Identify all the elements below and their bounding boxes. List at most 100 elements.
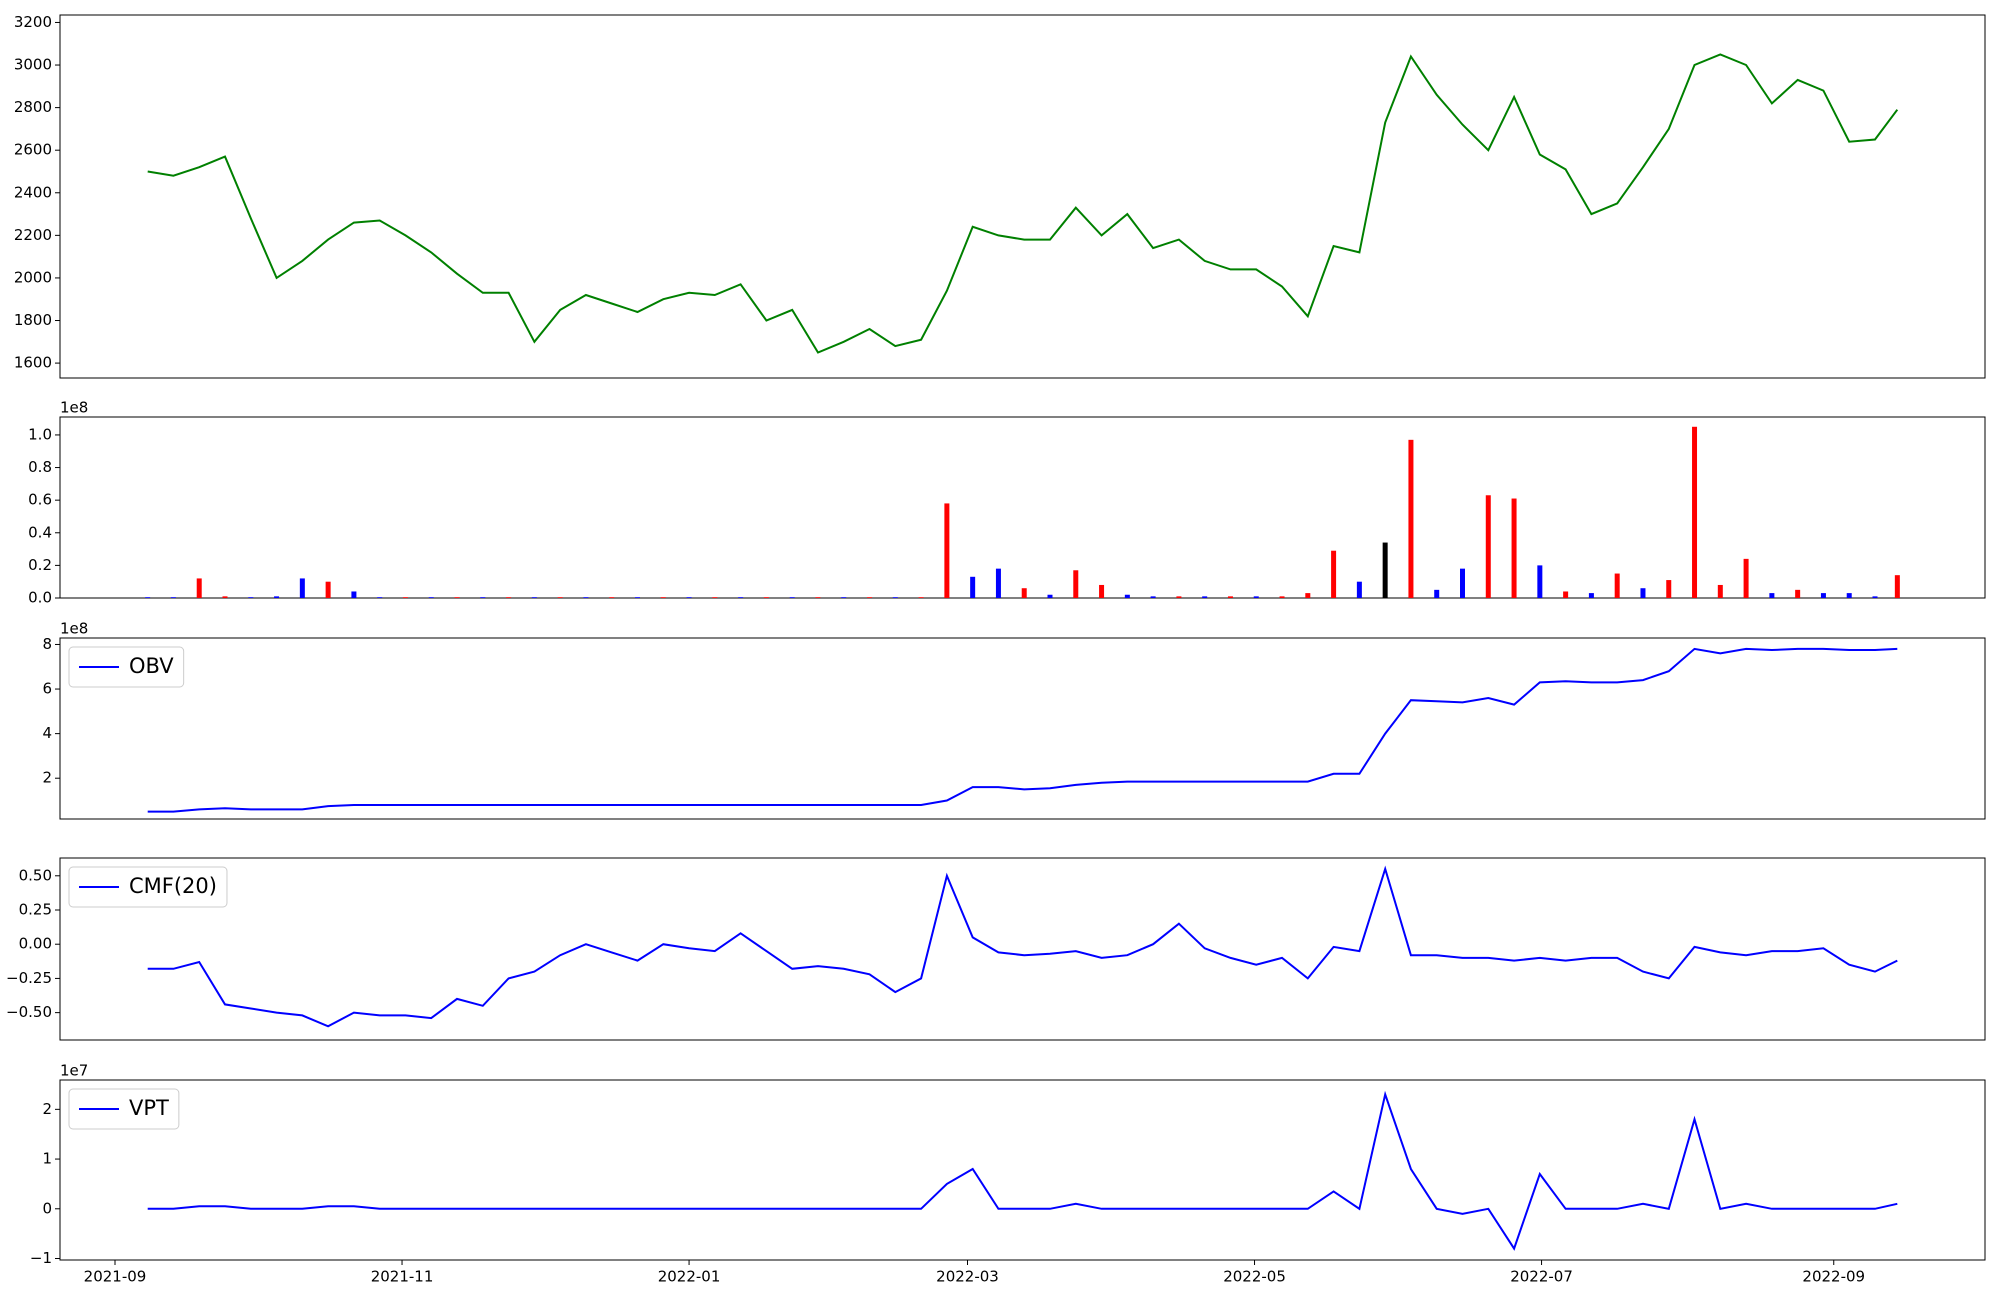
bar bbox=[1356, 581, 1362, 598]
bar bbox=[944, 503, 950, 598]
bar bbox=[170, 597, 176, 598]
legend-box bbox=[68, 646, 185, 688]
bar bbox=[1820, 593, 1826, 598]
bar bbox=[635, 597, 640, 598]
bar bbox=[557, 597, 563, 598]
bar bbox=[1073, 570, 1079, 598]
y-tick-label: 0.8 bbox=[28, 458, 52, 476]
bar bbox=[660, 597, 666, 598]
x-tick-label: 2022-07 bbox=[1510, 1268, 1573, 1286]
x-tick-label: 2022-09 bbox=[1802, 1268, 1865, 1286]
line bbox=[147, 1090, 1898, 1251]
bar bbox=[274, 596, 280, 598]
y-tick-label: 0.0 bbox=[28, 589, 52, 607]
offset-label: 1e8 bbox=[60, 399, 88, 417]
y-tick-label: −0.50 bbox=[6, 1003, 52, 1021]
bar bbox=[686, 597, 692, 598]
bar bbox=[789, 597, 795, 598]
bar bbox=[1331, 550, 1337, 598]
bar bbox=[480, 597, 486, 598]
bar bbox=[738, 597, 744, 598]
bar bbox=[196, 578, 202, 598]
offset-label: 1e8 bbox=[60, 620, 88, 638]
bar bbox=[506, 597, 512, 598]
bar bbox=[1021, 588, 1027, 598]
bar bbox=[1099, 584, 1105, 598]
y-tick-label: 0.50 bbox=[19, 866, 52, 884]
bar bbox=[892, 597, 898, 598]
bar bbox=[1305, 593, 1311, 598]
bar bbox=[583, 597, 589, 598]
y-tick-label: −1 bbox=[30, 1249, 52, 1267]
offset-label: 1e7 bbox=[60, 1062, 88, 1080]
bar bbox=[1150, 596, 1156, 598]
y-tick-label: 3200 bbox=[14, 13, 52, 31]
y-tick-label: 6 bbox=[42, 680, 52, 698]
bar bbox=[712, 597, 718, 598]
bar bbox=[1717, 584, 1723, 598]
bar bbox=[1511, 498, 1517, 598]
bar bbox=[1640, 588, 1646, 598]
y-tick-label: 0 bbox=[42, 1199, 52, 1217]
bar bbox=[377, 597, 383, 598]
y-tick-label: 2800 bbox=[14, 98, 52, 116]
bar bbox=[995, 568, 1001, 598]
y-tick-label: 1.0 bbox=[28, 425, 52, 443]
line bbox=[147, 647, 1898, 813]
bar bbox=[1279, 596, 1285, 598]
bar bbox=[299, 578, 305, 598]
bar bbox=[1460, 568, 1465, 598]
y-tick-label: 1800 bbox=[14, 311, 52, 329]
line bbox=[147, 865, 1898, 1028]
bar bbox=[248, 597, 254, 598]
y-tick-label: 4 bbox=[42, 724, 52, 742]
bar bbox=[609, 597, 615, 598]
y-tick-label: 2 bbox=[42, 769, 52, 787]
bar bbox=[351, 591, 357, 598]
legend-label: CMF(20) bbox=[129, 874, 217, 898]
bar bbox=[1124, 594, 1130, 598]
bar bbox=[325, 581, 331, 598]
y-tick-label: 1600 bbox=[14, 354, 52, 372]
bar bbox=[531, 597, 537, 598]
bar bbox=[1227, 596, 1233, 598]
plot-frame bbox=[59, 637, 1986, 820]
x-tick-label: 2021-11 bbox=[371, 1268, 434, 1286]
bar bbox=[1047, 594, 1053, 598]
y-tick-label: 1 bbox=[42, 1150, 52, 1168]
bar bbox=[1795, 589, 1801, 598]
bar bbox=[1485, 495, 1491, 598]
bar bbox=[1743, 558, 1749, 598]
bar bbox=[1769, 593, 1775, 598]
y-tick-label: 0.00 bbox=[19, 935, 52, 953]
bar bbox=[867, 597, 873, 598]
y-tick-label: 2 bbox=[42, 1100, 52, 1118]
y-tick-label: 2400 bbox=[14, 183, 52, 201]
bar bbox=[1614, 573, 1620, 598]
bar bbox=[1253, 596, 1259, 598]
bar bbox=[1692, 426, 1698, 598]
bar bbox=[1408, 439, 1414, 598]
bar bbox=[428, 597, 434, 598]
x-tick-label: 2022-05 bbox=[1223, 1268, 1286, 1286]
bar bbox=[841, 597, 847, 598]
bar bbox=[1894, 575, 1900, 598]
legend-box bbox=[68, 866, 228, 908]
x-tick-label: 2022-03 bbox=[936, 1268, 999, 1286]
plot-frame bbox=[59, 1079, 1986, 1261]
bar bbox=[1588, 593, 1594, 598]
bar bbox=[1563, 591, 1569, 598]
y-tick-label: 2600 bbox=[14, 141, 52, 159]
plot-frame bbox=[59, 14, 1986, 379]
y-tick-label: 0.4 bbox=[28, 523, 52, 541]
bar bbox=[1537, 565, 1543, 598]
bar bbox=[1176, 596, 1182, 598]
bar bbox=[1846, 593, 1852, 598]
bar bbox=[145, 597, 151, 598]
bar bbox=[1666, 580, 1672, 598]
legend-label: OBV bbox=[129, 654, 174, 678]
y-tick-label: 0.6 bbox=[28, 491, 52, 509]
legend-box bbox=[68, 1088, 180, 1130]
line bbox=[147, 53, 1899, 354]
